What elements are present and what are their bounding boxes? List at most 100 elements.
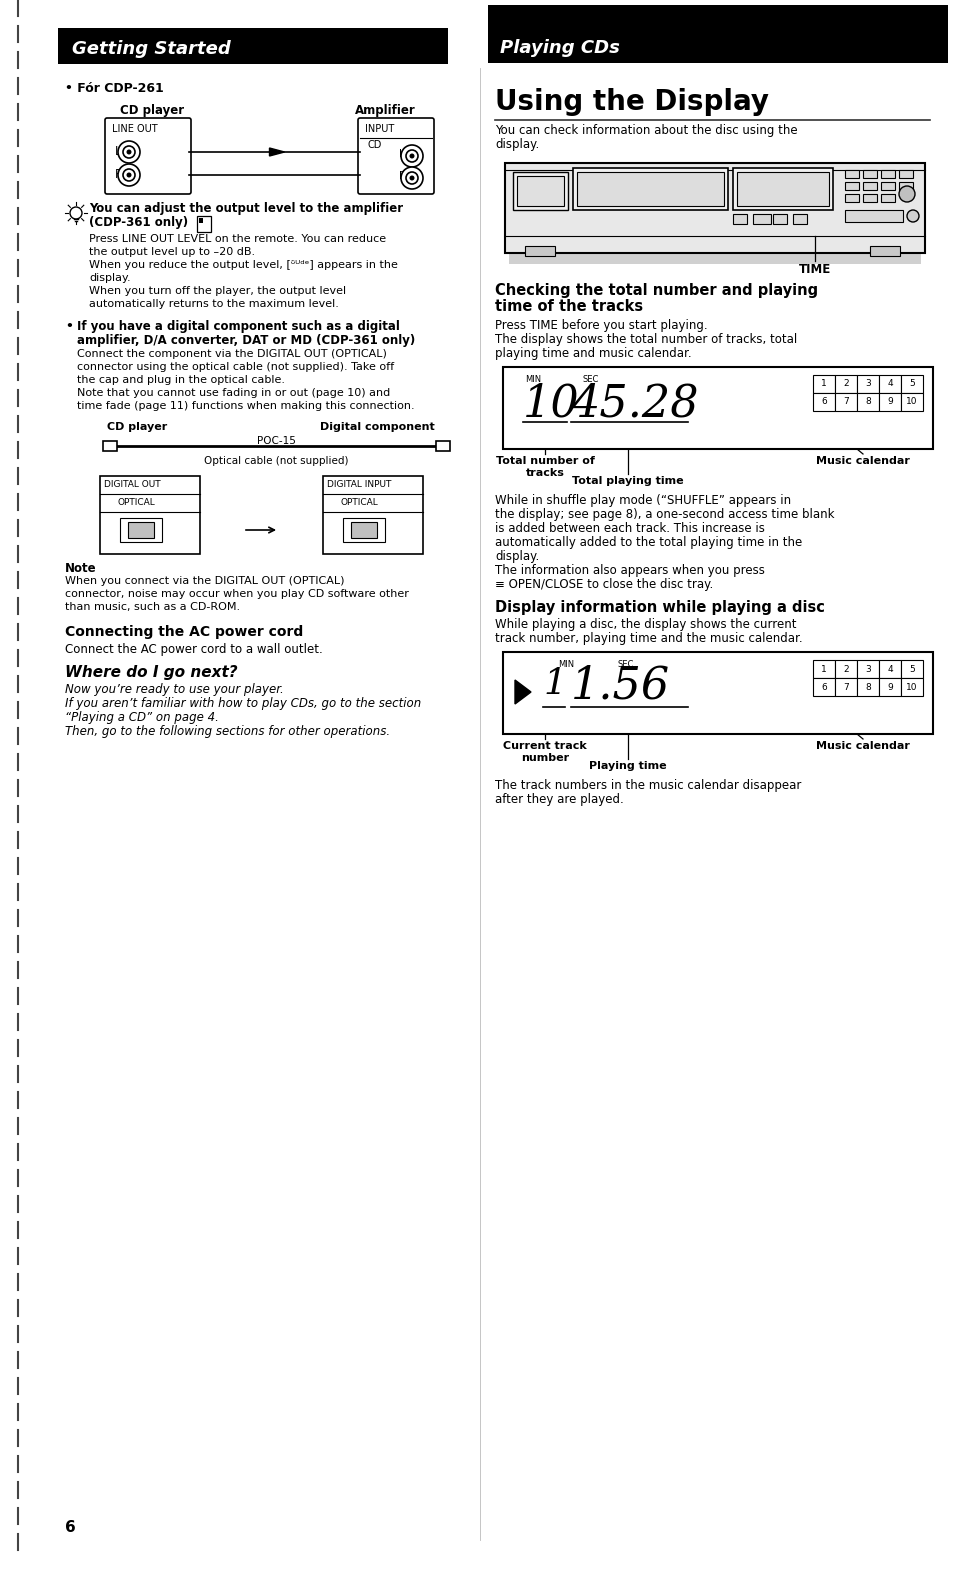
Text: LINE OUT: LINE OUT <box>112 124 157 134</box>
Bar <box>880 182 894 190</box>
Circle shape <box>127 173 132 178</box>
Text: Press LINE OUT LEVEL on the remote. You can reduce: Press LINE OUT LEVEL on the remote. You … <box>89 234 386 244</box>
Bar <box>792 214 806 223</box>
Bar <box>812 393 834 410</box>
Bar <box>752 214 770 223</box>
Circle shape <box>898 185 914 201</box>
Circle shape <box>400 145 422 167</box>
Bar <box>878 660 900 678</box>
Text: amplifier, D/A converter, DAT or MD (CDP-361 only): amplifier, D/A converter, DAT or MD (CDP… <box>77 333 415 347</box>
Text: display.: display. <box>495 550 538 563</box>
Text: 9: 9 <box>886 682 892 692</box>
Text: Playing time: Playing time <box>589 761 666 770</box>
Text: Current track: Current track <box>502 740 586 751</box>
Text: Where do I go next?: Where do I go next? <box>65 665 237 681</box>
Text: 7: 7 <box>842 398 848 407</box>
Text: Optical cable (not supplied): Optical cable (not supplied) <box>204 456 348 465</box>
Text: “Playing a CD” on page 4.: “Playing a CD” on page 4. <box>65 711 218 725</box>
FancyBboxPatch shape <box>357 118 434 193</box>
Text: number: number <box>520 753 569 762</box>
Text: 9: 9 <box>886 398 892 407</box>
Text: While in shuffle play mode (“SHUFFLE” appears in: While in shuffle play mode (“SHUFFLE” ap… <box>495 494 790 508</box>
FancyBboxPatch shape <box>105 118 191 193</box>
Circle shape <box>409 176 414 181</box>
Circle shape <box>123 146 135 159</box>
Text: 3: 3 <box>864 379 870 388</box>
Circle shape <box>409 154 414 159</box>
Text: R: R <box>115 168 123 181</box>
Text: If you have a digital component such as a digital: If you have a digital component such as … <box>77 321 399 333</box>
Bar <box>880 193 894 201</box>
Text: Music calendar: Music calendar <box>815 456 909 465</box>
Bar <box>856 393 878 410</box>
Bar <box>436 442 450 451</box>
Bar <box>812 376 834 393</box>
Bar <box>502 652 932 734</box>
Bar <box>878 678 900 696</box>
Text: Display information while playing a disc: Display information while playing a disc <box>495 601 824 615</box>
Text: tracks: tracks <box>525 468 564 478</box>
Text: 7: 7 <box>842 682 848 692</box>
Bar <box>524 245 555 256</box>
Text: Press TIME before you start playing.: Press TIME before you start playing. <box>495 319 707 332</box>
Text: than music, such as a CD-ROM.: than music, such as a CD-ROM. <box>65 602 240 612</box>
Bar <box>880 170 894 178</box>
Bar <box>898 170 912 178</box>
Text: The display shows the total number of tracks, total: The display shows the total number of tr… <box>495 333 797 346</box>
Text: Getting Started: Getting Started <box>71 39 231 58</box>
Text: 10: 10 <box>905 398 917 407</box>
Text: playing time and music calendar.: playing time and music calendar. <box>495 347 691 360</box>
Text: display.: display. <box>89 274 131 283</box>
Text: connector, noise may occur when you play CD software other: connector, noise may occur when you play… <box>65 590 409 599</box>
Text: •: • <box>65 321 72 333</box>
Text: You can adjust the output level to the amplifier: You can adjust the output level to the a… <box>89 201 403 215</box>
Circle shape <box>906 211 918 222</box>
Text: 2: 2 <box>842 665 848 673</box>
Text: OPTICAL: OPTICAL <box>118 498 155 508</box>
Bar <box>812 678 834 696</box>
Text: 45.28: 45.28 <box>571 382 698 424</box>
Circle shape <box>118 141 140 163</box>
Text: Digital component: Digital component <box>319 421 435 432</box>
Text: OPTICAL: OPTICAL <box>340 498 378 508</box>
Text: connector using the optical cable (not supplied). Take off: connector using the optical cable (not s… <box>77 362 394 373</box>
Text: • Fór CDP-261: • Fór CDP-261 <box>65 82 164 94</box>
Bar <box>898 182 912 190</box>
Bar <box>834 376 856 393</box>
Circle shape <box>127 149 132 154</box>
Text: 6: 6 <box>821 398 826 407</box>
Text: MIN: MIN <box>558 660 574 670</box>
Text: Connect the AC power cord to a wall outlet.: Connect the AC power cord to a wall outl… <box>65 643 322 656</box>
Text: Playing CDs: Playing CDs <box>499 39 619 57</box>
Text: You can check information about the disc using the: You can check information about the disc… <box>495 124 797 137</box>
Bar <box>737 171 828 206</box>
Bar <box>577 171 723 206</box>
Bar <box>509 250 920 264</box>
Text: 10: 10 <box>905 682 917 692</box>
Text: automatically added to the total playing time in the: automatically added to the total playing… <box>495 536 801 549</box>
Bar <box>862 193 876 201</box>
Text: time fade (page 11) functions when making this connection.: time fade (page 11) functions when makin… <box>77 401 415 410</box>
Text: 5: 5 <box>908 379 914 388</box>
Text: 6: 6 <box>821 682 826 692</box>
Text: 2: 2 <box>842 379 848 388</box>
Bar <box>343 519 385 542</box>
Text: CD player: CD player <box>107 421 167 432</box>
Bar <box>128 522 153 538</box>
Bar <box>834 660 856 678</box>
Text: L: L <box>398 149 404 159</box>
Bar <box>732 168 832 211</box>
Bar <box>488 5 947 63</box>
Bar <box>504 163 924 253</box>
Text: is added between each track. This increase is: is added between each track. This increa… <box>495 522 764 534</box>
Polygon shape <box>515 681 531 704</box>
Bar <box>120 519 162 542</box>
Text: 8: 8 <box>864 398 870 407</box>
Text: R: R <box>398 171 406 181</box>
Text: ≡ OPEN/CLOSE to close the disc tray.: ≡ OPEN/CLOSE to close the disc tray. <box>495 578 713 591</box>
Circle shape <box>123 170 135 181</box>
Bar <box>856 376 878 393</box>
Bar <box>517 176 563 206</box>
Bar <box>100 476 200 553</box>
Text: 3: 3 <box>864 665 870 673</box>
